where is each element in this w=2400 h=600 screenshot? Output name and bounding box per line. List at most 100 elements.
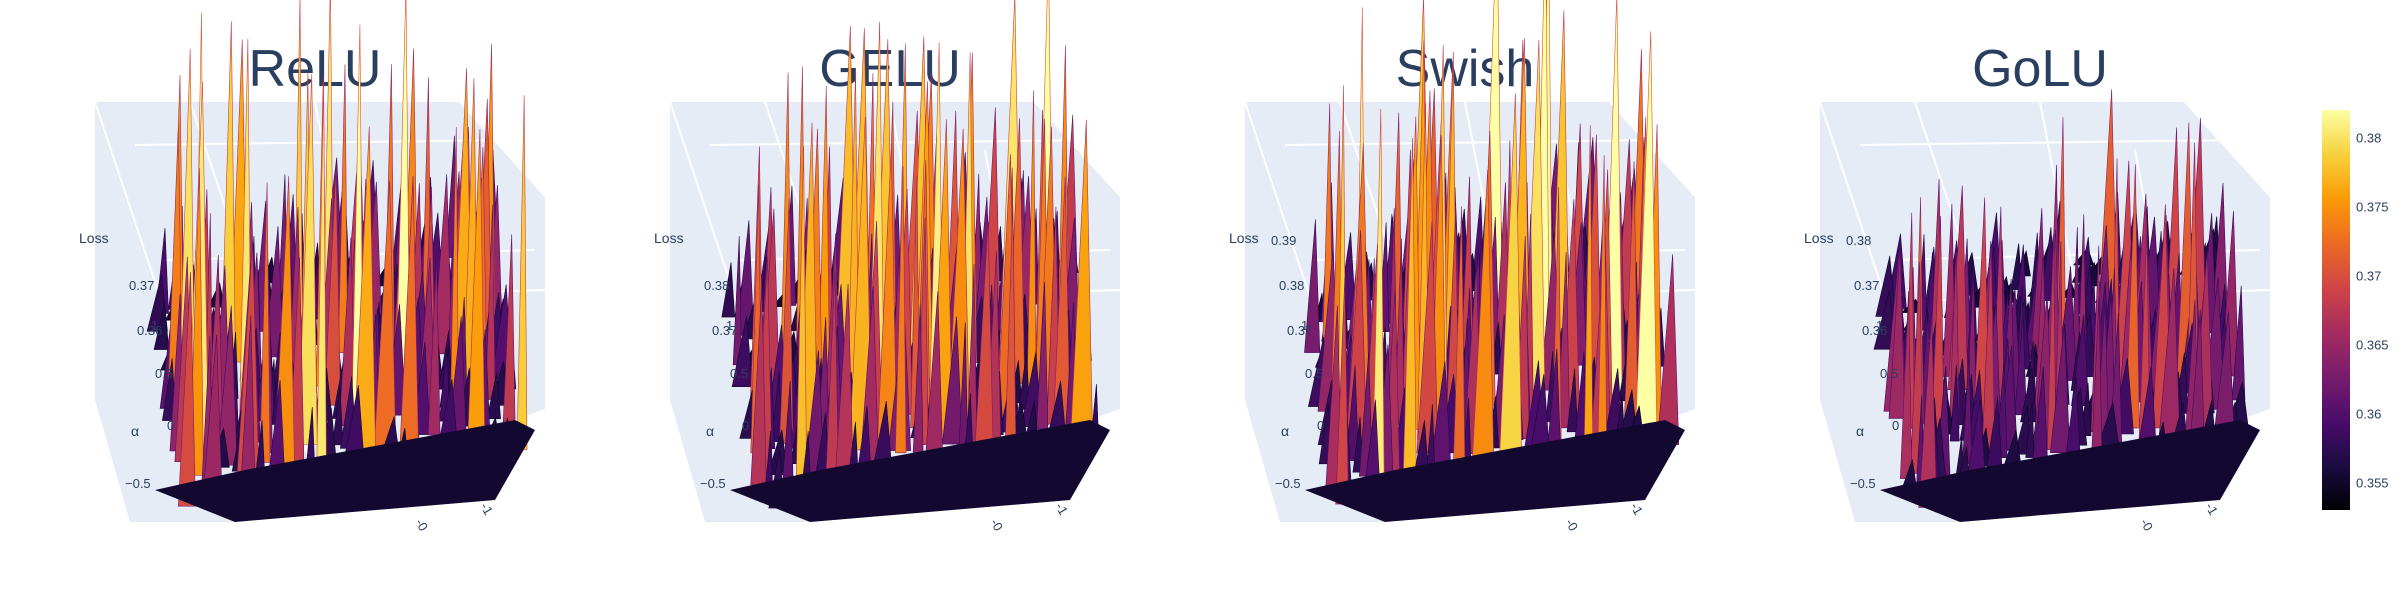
x-tick-label: −0.5	[125, 476, 151, 491]
surface	[721, 0, 1110, 522]
surface-spike-98	[153, 302, 170, 350]
surface-spike-102	[338, 64, 348, 354]
x-tick-label: 0	[742, 418, 749, 433]
subplot-golu: GoLU 0.36 0.37 0.38 Loss −0.5 0 0.5 1 α -0 -1	[1804, 40, 2271, 534]
y-tick-label: -1	[477, 500, 496, 518]
surface-spike-211	[427, 258, 441, 436]
z-axis-title: Loss	[1229, 230, 1259, 246]
surface-spike-263	[178, 271, 196, 507]
surface-spike-221	[771, 371, 783, 442]
subplot-gelu: GELU 0.37 0.38 Loss −0.5 0 0.5 1 α -0 -1	[654, 0, 1121, 534]
grid-line-5	[709, 139, 1091, 146]
colorbar-tick-label: 0.38	[2356, 131, 2381, 146]
x-tick-label: 0.5	[1880, 366, 1898, 381]
y-tick-label: -0	[1562, 516, 1581, 534]
x-tick-label: −0.5	[1850, 476, 1876, 491]
x-tick-label: 1	[726, 318, 733, 333]
colorbar-gradient	[2322, 110, 2350, 510]
surface-spike-206	[1566, 368, 1578, 433]
z-tick-label: 0.38	[1279, 278, 1304, 293]
colorbar-tick-label: 0.365	[2356, 337, 2389, 352]
x-tick-label: 1	[1301, 318, 1308, 333]
y-tick-label: -1	[1052, 500, 1071, 518]
surface-spike-175	[1018, 353, 1030, 410]
surface-spike-246	[259, 182, 271, 463]
x-tick-label: 1	[151, 318, 158, 333]
x-tick-label: 0	[167, 418, 174, 433]
subplot-title: ReLU	[249, 40, 382, 98]
surface	[146, 0, 535, 522]
surface-spike-58	[721, 262, 736, 318]
x-axis-title: α	[131, 423, 139, 439]
z-tick-label: 0.37	[129, 278, 154, 293]
colorbar-tick-label: 0.375	[2356, 200, 2389, 215]
colorbar-tick-label: 0.37	[2356, 269, 2381, 284]
x-tick-label: −0.5	[700, 476, 726, 491]
z-axis-title: Loss	[79, 230, 109, 246]
x-axis-title: α	[706, 423, 714, 439]
surface-spike-243	[2025, 401, 2035, 458]
surface-spike-151	[731, 316, 753, 388]
subplot-title: Swish	[1396, 40, 1535, 98]
x-tick-label: 0.5	[155, 366, 173, 381]
surface-spike-101	[1304, 219, 1321, 353]
x-axis-title: α	[1856, 423, 1864, 439]
surface-spike-219	[1949, 364, 1960, 442]
surface-base	[1880, 420, 2260, 522]
z-tick-label: 0.39	[1271, 233, 1296, 248]
surface-spike-236	[1416, 221, 1439, 454]
y-tick-label: -0	[987, 516, 1006, 534]
z-axis-ticks: 0.36 0.37 0.38	[1846, 233, 1887, 338]
x-axis-ticks: −0.5 0 0.5 1	[700, 318, 749, 491]
surface-spike-222	[331, 389, 344, 446]
z-axis-title: Loss	[1804, 230, 1834, 246]
surface-spike-244	[1345, 365, 1359, 461]
x-tick-label: 0.5	[730, 366, 748, 381]
z-tick-label: 0.37	[1287, 323, 1312, 338]
surface-spike-188	[1888, 246, 1906, 419]
colorbar-tick-label: 0.36	[2356, 406, 2381, 421]
z-tick-label: 0.38	[704, 278, 729, 293]
y-tick-label: -0	[412, 516, 431, 534]
panels: ReLU0.360.37Loss−0.500.51α-0-1GELU0.370.…	[79, 0, 2271, 534]
x-tick-label: 0	[1892, 418, 1899, 433]
surface-spike-238	[895, 166, 907, 454]
x-axis-ticks: −0.5 0 0.5 1	[125, 318, 174, 491]
surface-spike-235	[2049, 325, 2071, 454]
z-axis-ticks: 0.36 0.37	[129, 278, 162, 338]
subplot-relu: ReLU 0.36 0.37 Loss −0.5 0 0.5 1 α -0 -1	[79, 0, 546, 534]
grid-line-5	[134, 139, 516, 146]
x-tick-label: 0	[1317, 418, 1324, 433]
y-tick-label: -1	[1627, 500, 1646, 518]
surface-spike-164	[485, 204, 496, 400]
surface-base	[155, 420, 535, 522]
x-tick-label: −0.5	[1275, 476, 1301, 491]
z-axis-title: Loss	[654, 230, 684, 246]
y-tick-label: -0	[2137, 516, 2156, 534]
surface-spike-187	[486, 372, 501, 420]
z-tick-label: 0.36	[1862, 323, 1887, 338]
colorbar: 0.355 0.36 0.365 0.37 0.375 0.38	[2322, 110, 2389, 510]
x-axis-title: α	[1281, 423, 1289, 439]
surface-spike-221	[297, 74, 318, 445]
colorbar-tick-label: 0.355	[2356, 475, 2389, 490]
z-tick-label: 0.38	[1846, 233, 1871, 248]
z-tick-label: 0.36	[137, 323, 162, 338]
surface-spike-226	[941, 316, 963, 445]
z-tick-label: 0.37	[712, 323, 737, 338]
subplot-title: GoLU	[1972, 40, 2108, 98]
z-tick-label: 0.37	[1854, 278, 1879, 293]
subplot-swish: Swish 0.37 0.38 0.39 Loss −0.5 0 0.5 1 α -0 -1	[1229, 0, 1696, 534]
colorbar-ticks: 0.355 0.36 0.365 0.37 0.375 0.38	[2356, 131, 2389, 491]
z-axis-ticks: 0.37 0.38	[704, 278, 737, 338]
y-tick-label: -1	[2202, 500, 2221, 518]
z-axis-ticks: 0.37 0.38 0.39	[1271, 233, 1312, 338]
surface	[1873, 89, 2260, 522]
surface-spike-183	[2014, 315, 2027, 416]
grid-line-4	[2184, 101, 2271, 197]
surface-base	[1305, 420, 1685, 522]
x-axis-ticks: −0.5 0 0.5 1	[1850, 318, 1899, 491]
surface	[1304, 0, 1685, 522]
